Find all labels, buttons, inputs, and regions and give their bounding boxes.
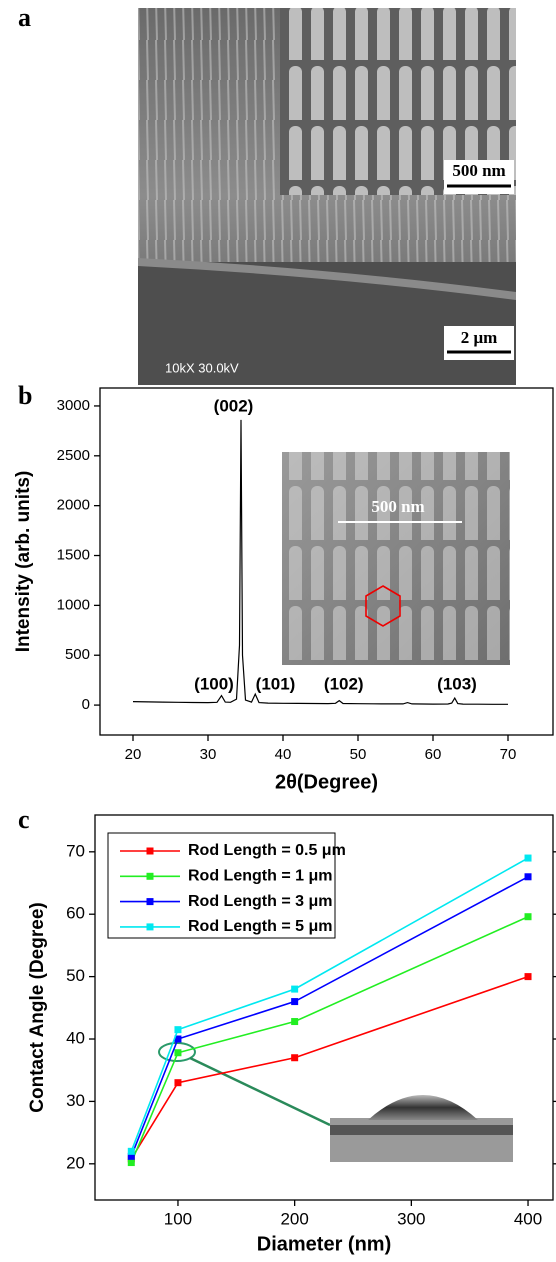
point-marker [291, 1054, 299, 1062]
series-line [130, 857, 529, 1152]
point-marker [127, 1152, 135, 1160]
legend-label: Rod Length = 5 μm [188, 918, 332, 935]
point-marker [291, 985, 299, 993]
panel-label: b [18, 381, 32, 410]
droplet-inset [158, 1042, 513, 1162]
series-line [130, 876, 529, 1157]
x-tick-label: 30 [200, 746, 217, 763]
point-marker [174, 1035, 182, 1043]
peak-label: (100) [194, 675, 234, 694]
y-tick-label: 1000 [57, 596, 90, 613]
y-tick-label: 40 [66, 1028, 85, 1047]
y-axis-label: Intensity (arb. units) [13, 471, 34, 653]
scale-bar-box [444, 326, 514, 360]
x-tick-label: 40 [275, 746, 292, 763]
x-tick-label: 70 [500, 746, 517, 763]
sem-info: 10kX 30.0kV [165, 360, 239, 375]
point-marker [524, 854, 532, 862]
x-tick-label: 200 [280, 1209, 308, 1228]
series-line [130, 915, 529, 1163]
plot-frame [94, 814, 554, 1201]
point-marker [174, 1049, 182, 1057]
scale-bar-label: 2 μm [461, 328, 498, 347]
x-tick-label: 60 [425, 746, 442, 763]
y-tick-label: 60 [66, 904, 85, 923]
y-tick-label: 2500 [57, 447, 90, 464]
legend-marker [146, 898, 154, 906]
y-tick-label: 0 [82, 696, 90, 713]
y-tick-label: 500 [65, 646, 90, 663]
x-axis-label: 2θ(Degree) [275, 771, 378, 793]
x-tick-label: 300 [397, 1209, 425, 1228]
x-tick-label: 50 [350, 746, 367, 763]
x-tick-label: 100 [164, 1209, 192, 1228]
panel-label: c [18, 805, 30, 834]
y-tick-label: 30 [66, 1091, 85, 1110]
y-tick-label: 20 [66, 1153, 85, 1172]
point-marker [174, 1079, 182, 1087]
point-marker [127, 1147, 135, 1155]
legend-marker [146, 872, 154, 880]
point-marker [127, 1159, 135, 1167]
x-tick-label: 400 [514, 1209, 542, 1228]
y-tick-label: 50 [66, 966, 85, 985]
panel-label: a [18, 3, 31, 32]
point-marker [174, 1026, 182, 1034]
scale-bar-label: 500 nm [452, 161, 505, 180]
legend-marker [146, 923, 154, 931]
series-line [132, 419, 508, 705]
y-tick-label: 2000 [57, 497, 90, 514]
point-marker [291, 998, 299, 1006]
x-tick-label: 20 [125, 746, 142, 763]
peak-label: (101) [256, 675, 296, 694]
y-tick-label: 3000 [57, 397, 90, 414]
point-marker [291, 1018, 299, 1026]
x-axis-label: Diameter (nm) [257, 1233, 391, 1255]
y-tick-label: 70 [66, 841, 85, 860]
point-marker [524, 973, 532, 981]
y-tick-label: 1500 [57, 546, 90, 563]
legend-label: Rod Length = 3 μm [188, 893, 332, 910]
scale-bar-box [444, 160, 514, 194]
series-line [130, 975, 529, 1160]
inset-scale-label: 500 nm [371, 497, 424, 516]
legend-marker [146, 847, 154, 855]
peak-label: (002) [214, 396, 254, 415]
legend-label: Rod Length = 1 μm [188, 868, 332, 885]
plot-frame [99, 387, 554, 736]
peak-label: (103) [437, 675, 477, 694]
peak-label: (102) [324, 675, 364, 694]
legend-label: Rod Length = 0.5 μm [188, 842, 346, 859]
inset-image [282, 452, 510, 665]
point-marker [524, 913, 532, 921]
point-marker [524, 873, 532, 881]
y-axis-label: Contact Angle (Degree) [27, 902, 48, 1112]
